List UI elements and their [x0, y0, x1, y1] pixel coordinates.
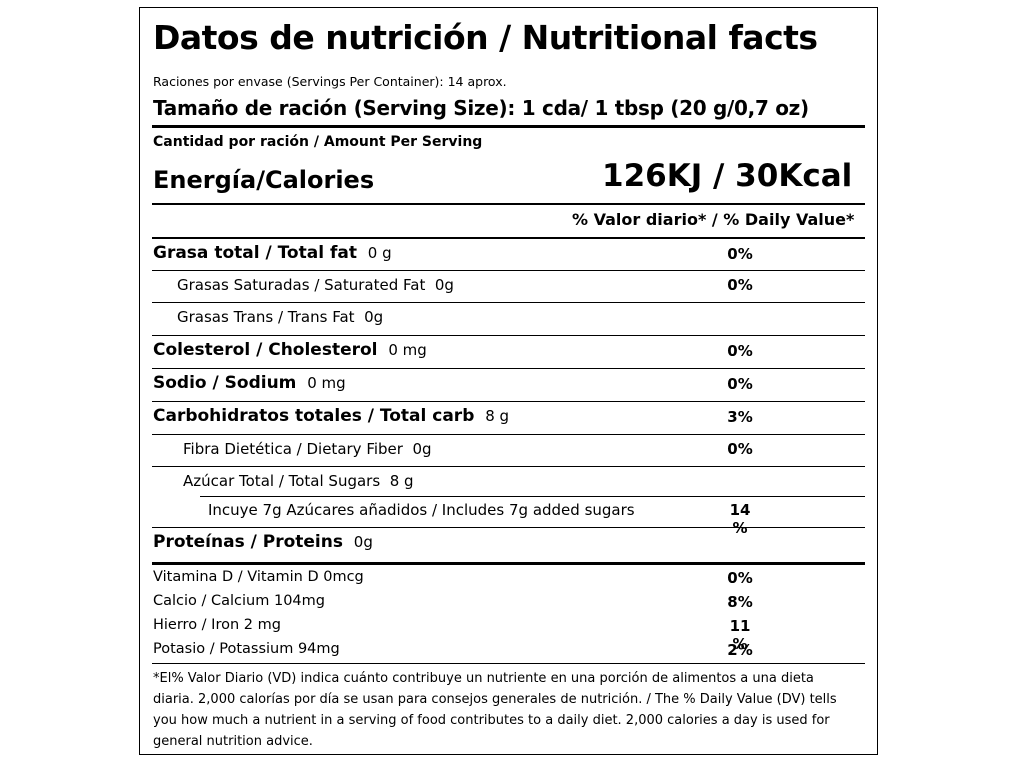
- nutrient-name: Grasas Saturadas / Saturated Fat: [177, 276, 426, 294]
- divider: [152, 434, 865, 435]
- divider: [152, 237, 865, 239]
- nutrient-name: Grasas Trans / Trans Fat: [177, 308, 355, 326]
- divider: [152, 562, 865, 565]
- nutrient-row-saturated-fat: Grasas Saturadas / Saturated Fat 0g: [177, 276, 454, 294]
- nutrient-dv: 14 %: [729, 501, 751, 537]
- vitamin-dv: 2%: [727, 641, 753, 659]
- nutrient-amount: 8 g: [389, 472, 414, 490]
- divider: [152, 663, 865, 664]
- vitamin-row-potassium: Potasio / Potassium 94mg: [153, 641, 340, 657]
- nutrient-row-total-fat: Grasa total / Total fat 0 g: [153, 243, 392, 263]
- divider: [152, 302, 865, 303]
- divider: [152, 125, 865, 128]
- divider: [152, 401, 865, 402]
- divider: [200, 496, 865, 497]
- serving-size: Tamaño de ración (Serving Size): 1 cda/ …: [153, 96, 809, 120]
- nutrient-name: Sodio / Sodium: [153, 373, 297, 393]
- nutrient-amount: 8 g: [485, 407, 510, 425]
- nutrient-dv: 0%: [727, 375, 753, 393]
- vitamin-dv: 11 %: [729, 617, 751, 653]
- divider: [152, 527, 865, 528]
- nutrient-amount: 0g: [412, 440, 432, 458]
- nutrient-amount: 0g: [434, 276, 454, 294]
- nutrient-row-total-carb: Carbohidratos totales / Total carb 8 g: [153, 406, 509, 426]
- nutrient-dv: 0%: [727, 276, 753, 294]
- divider: [152, 203, 865, 205]
- nutrient-row-dietary-fiber: Fibra Dietética / Dietary Fiber 0g: [183, 440, 432, 458]
- nutrient-name: Fibra Dietética / Dietary Fiber: [183, 440, 403, 458]
- divider: [152, 270, 865, 271]
- nutrient-row-sodium: Sodio / Sodium 0 mg: [153, 373, 346, 393]
- divider: [152, 335, 865, 336]
- nutrient-dv: 3%: [727, 408, 753, 426]
- footnote: *El% Valor Diario (VD) indica cuánto con…: [153, 671, 837, 749]
- divider: [152, 466, 865, 467]
- nutrient-name: Proteínas / Proteins: [153, 532, 343, 552]
- nutrient-name: Colesterol / Cholesterol: [153, 340, 378, 360]
- label-title: Datos de nutrición / Nutritional facts: [153, 18, 818, 57]
- nutrient-dv: 0%: [727, 342, 753, 360]
- energy-value: 126KJ / 30Kcal: [602, 158, 853, 194]
- energy-label: Energía/Calories: [153, 166, 375, 194]
- nutrient-row-proteins: Proteínas / Proteins 0g: [153, 532, 373, 552]
- vitamin-row-vitamin-d: Vitamina D / Vitamin D 0mcg: [153, 569, 364, 585]
- daily-value-header: % Valor diario* / % Daily Value*: [572, 210, 855, 229]
- nutrient-row-cholesterol: Colesterol / Cholesterol 0 mg: [153, 340, 427, 360]
- nutrient-amount: 0 mg: [307, 374, 346, 392]
- nutrition-facts-label: Datos de nutrición / Nutritional facts R…: [139, 7, 878, 755]
- nutrient-amount: 0 g: [367, 244, 392, 262]
- amount-per-serving: Cantidad por ración / Amount Per Serving: [153, 134, 483, 150]
- nutrient-amount: 0 mg: [388, 341, 427, 359]
- nutrient-name: Azúcar Total / Total Sugars: [183, 472, 381, 490]
- nutrient-name: Carbohidratos totales / Total carb: [153, 406, 475, 426]
- divider: [152, 368, 865, 369]
- servings-per-container: Raciones por envase (Servings Per Contai…: [153, 74, 507, 89]
- nutrient-dv: 0%: [727, 440, 753, 458]
- nutrient-row-total-sugars: Azúcar Total / Total Sugars 8 g: [183, 472, 414, 490]
- nutrient-name: Grasa total / Total fat: [153, 243, 357, 263]
- nutrient-amount: 0g: [353, 533, 373, 551]
- vitamin-row-calcium: Calcio / Calcium 104mg: [153, 593, 325, 609]
- vitamin-dv: 0%: [727, 569, 753, 587]
- vitamin-row-iron: Hierro / Iron 2 mg: [153, 617, 281, 633]
- nutrient-dv: 0%: [727, 245, 753, 263]
- nutrient-row-added-sugars: Incuye 7g Azúcares añadidos / Includes 7…: [208, 501, 635, 519]
- nutrient-amount: 0g: [364, 308, 384, 326]
- vitamin-dv: 8%: [727, 593, 753, 611]
- nutrient-row-trans-fat: Grasas Trans / Trans Fat 0g: [177, 308, 383, 326]
